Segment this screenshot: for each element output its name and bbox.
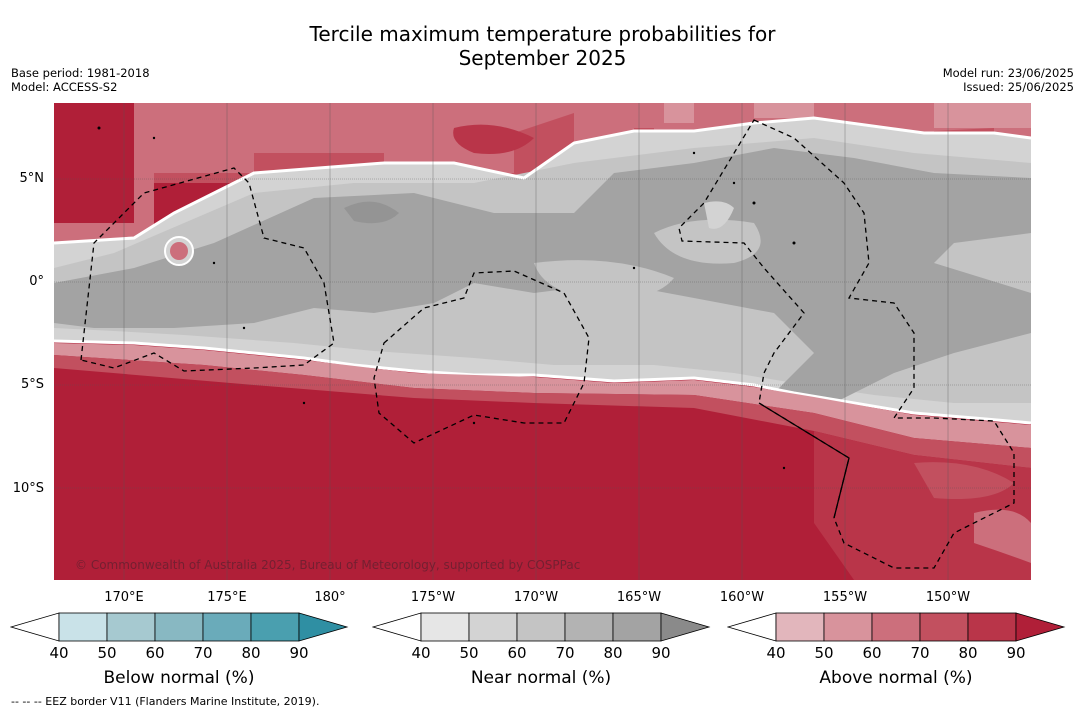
cb-below-tick-60: 60 [145,644,165,662]
lon-label-180: 180° [314,590,346,605]
cb-near-tick-80: 80 [603,644,623,662]
lon-label-175w: 175°W [410,590,456,605]
model-run: Model run: 23/06/2025 [942,66,1074,80]
colorbar-near [372,612,711,642]
lon-label-155w: 155°W [822,590,868,605]
colorbar-below-segment-3 [154,612,204,642]
cb-near-tick-40: 40 [411,644,431,662]
cb-above-tick-60: 60 [862,644,882,662]
cb-near-tick-60: 60 [507,644,527,662]
colorbar-near-segment-1 [420,612,470,642]
colorbar-below-label: Below normal (%) [103,668,255,688]
eez-footnote: -- -- -- EEZ border V11 (Flanders Marine… [11,695,320,708]
north-above-90 [54,103,134,223]
cb-above-tick-50: 50 [814,644,834,662]
colorbar-near-high-triangle [660,612,711,642]
north-above-50 [664,103,1031,128]
base-period: Base period: 1981-2018 [11,66,150,80]
cb-near-tick-70: 70 [555,644,575,662]
south-above-east-blob-2 [974,509,1031,563]
lon-label-160w: 160°W [719,590,765,605]
colorbar-below-segment-2 [106,612,156,642]
colorbar-near-low-triangle [372,612,422,642]
colorbar-below-segment-5 [250,612,300,642]
cb-above-tick-80: 80 [958,644,978,662]
colorbar-below [10,612,349,642]
eez-kiribati-west [80,167,335,372]
south-above-50 [54,343,1031,448]
colorbar-above-segment-3 [871,612,921,642]
cb-below-tick-90: 90 [289,644,309,662]
colorbar-above-segment-2 [823,612,873,642]
near-normal-inner-2 [704,201,734,229]
colorbar-near-segment-5 [612,612,662,642]
lon-label-175e: 175°E [207,590,247,605]
meta-right: Model run: 23/06/2025 Issued: 25/06/2025 [943,66,1074,94]
title-line-1: Tercile maximum temperature probabilitie… [309,22,776,46]
cb-near-tick-50: 50 [459,644,479,662]
cb-above-tick-40: 40 [766,644,786,662]
issued-date: Issued: 25/06/2025 [963,80,1074,94]
colorbar-below-low-triangle [10,612,60,642]
model-name: Model: ACCESS-S2 [11,80,118,94]
colorbar-below-segment-1 [58,612,108,642]
lon-label-170w: 170°W [513,590,559,605]
colorbar-near-label: Near normal (%) [470,668,612,688]
cb-below-tick-70: 70 [193,644,213,662]
meta-left: Base period: 1981-2018 Model: ACCESS-S2 [11,66,150,94]
probability-map [54,103,1031,580]
cb-above-tick-70: 70 [910,644,930,662]
colorbar-above-segment-4 [919,612,969,642]
colorbar-near-segment-4 [564,612,614,642]
white-boundary-north [54,116,1031,245]
colorbar-below-high-triangle [298,612,349,642]
colorbar-above-segment-1 [775,612,825,642]
lon-label-150w: 150°W [925,590,971,605]
white-boundary-south [54,339,1031,425]
near-normal-dark-blob [344,201,399,224]
cb-below-tick-80: 80 [241,644,261,662]
cb-below-tick-40: 40 [49,644,69,662]
lon-label-165w: 165°W [616,590,662,605]
map-fields [54,103,1031,580]
south-above-70 [54,355,1031,468]
colorbar-near-segment-2 [468,612,518,642]
eez-kiribati-phoenix [373,270,590,444]
island-dots [97,126,796,470]
title-line-2: September 2025 [458,46,627,70]
lat-label-0: 0° [29,274,44,289]
lat-label-10s: 10°S [12,481,44,496]
chart-title: Tercile maximum temperature probabilitie… [0,22,1085,70]
cb-below-tick-50: 50 [97,644,117,662]
eez-borders [80,119,1015,569]
cb-above-tick-90: 90 [1006,644,1026,662]
lat-label-5s: 5°S [20,377,44,392]
colorbar-above-segment-5 [967,612,1017,642]
colorbar-above-low-triangle [727,612,777,642]
gridlines [54,103,1031,580]
island-warm-blob [170,242,188,260]
eez-solid-segment [758,402,850,519]
colorbar-below-segment-4 [202,612,252,642]
eez-line-islands [678,119,1015,569]
colorbar-above-label: Above normal (%) [819,668,973,688]
colorbar-near-segment-3 [516,612,566,642]
copyright-notice: © Commonwealth of Australia 2025, Bureau… [75,558,581,572]
south-above-east-blob [914,462,1014,499]
cb-near-tick-90: 90 [651,644,671,662]
north-above-blob [453,124,534,154]
colorbar-above-high-triangle [1015,612,1066,642]
lon-label-170e: 170°E [104,590,144,605]
lat-label-5n: 5°N [19,171,45,186]
colorbar-above [727,612,1066,642]
